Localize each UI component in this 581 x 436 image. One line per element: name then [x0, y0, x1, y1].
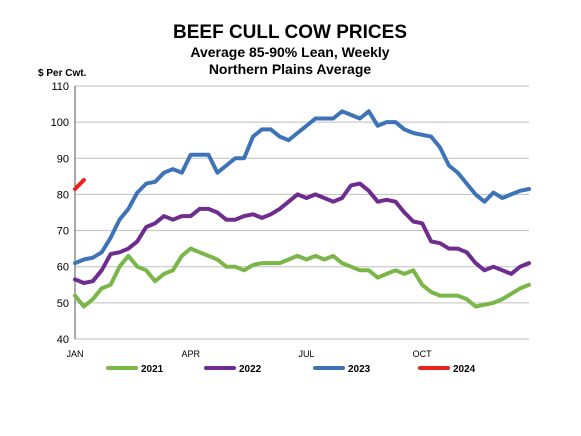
chart-subtitle-line-2: Northern Plains Average [209, 61, 372, 77]
x-tick-label-oct: OCT [413, 349, 433, 359]
y-tick-label: 40 [57, 334, 69, 346]
series-line-2023 [73, 109, 531, 266]
y-tick-label: 100 [51, 117, 69, 129]
y-tick-labels: 40 50 60 70 80 90 100 110 [51, 81, 69, 346]
y-tick-label: 60 [57, 262, 69, 274]
legend-label-2024: 2024 [453, 364, 476, 375]
x-tick-label-apr: APR [181, 349, 200, 359]
legend-label-2021: 2021 [141, 364, 164, 375]
chart-subtitle-line-1: Average 85-90% Lean, Weekly [190, 44, 389, 60]
y-axis-label: $ Per Cwt. [38, 68, 87, 79]
x-tick-labels: JAN APR JUL OCT [66, 349, 432, 359]
series-line-2021 [73, 246, 531, 309]
series-line-2022 [73, 181, 531, 285]
y-tick-label: 110 [51, 81, 69, 93]
legend-label-2022: 2022 [239, 364, 262, 375]
y-tick-label: 70 [57, 226, 69, 238]
legend-label-2023: 2023 [348, 364, 371, 375]
series-line-2024 [73, 178, 86, 191]
y-tick-label: 90 [57, 153, 69, 165]
legend: 2021 2022 2023 2024 [106, 364, 476, 375]
chart-title: BEEF CULL COW PRICES [173, 22, 407, 43]
x-tick-label-jan: JAN [66, 349, 83, 359]
series-lines [73, 109, 531, 309]
gridlines [74, 85, 529, 340]
y-tick-label: 80 [57, 189, 69, 201]
x-tick-label-jul: JUL [298, 349, 314, 359]
y-tick-label: 50 [57, 298, 69, 310]
